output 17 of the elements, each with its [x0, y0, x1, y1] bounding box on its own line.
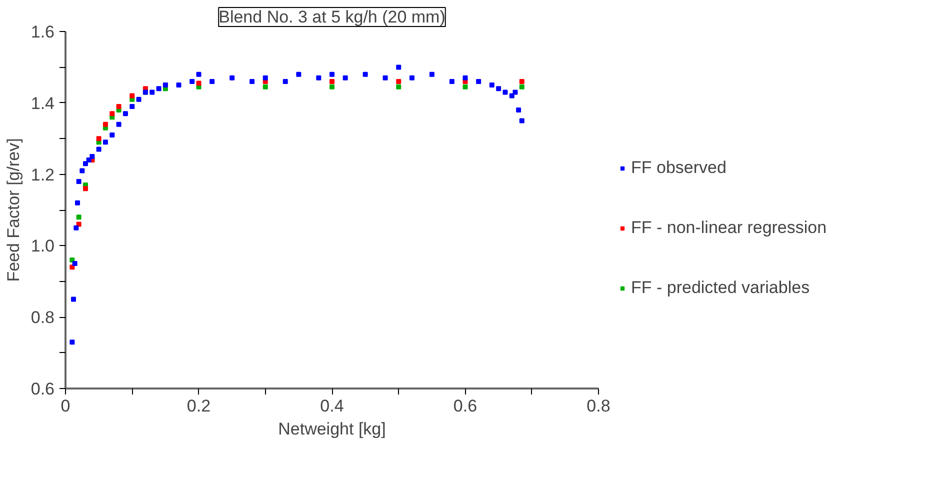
legend-label: FF - non-linear regression	[631, 218, 827, 238]
x-tick-label: 0.4	[320, 396, 344, 416]
y-tick-label: 0.6	[30, 380, 55, 398]
legend-label: FF observed	[631, 158, 726, 178]
y-axis-title: Feed Factor [g/rev]	[4, 138, 23, 282]
y-tick-label: 1.2	[30, 165, 55, 184]
legend-label: FF - predicted variables	[631, 278, 810, 298]
chart-title: Blend No. 3 at 5 kg/h (20 mm)	[218, 8, 446, 26]
x-tick-label: 0.6	[453, 396, 478, 416]
y-tick-label: 1.0	[30, 236, 55, 256]
x-tick-label: 0	[60, 396, 70, 416]
y-tick-label: 1.6	[30, 22, 55, 42]
x-tick-label: 0.2	[186, 396, 211, 416]
x-axis-title: Netweight [kg]	[278, 420, 386, 438]
x-tick-label: 0.8	[586, 396, 610, 416]
y-tick-label: 1.4	[30, 94, 55, 113]
y-tick-label: 0.8	[30, 308, 55, 328]
